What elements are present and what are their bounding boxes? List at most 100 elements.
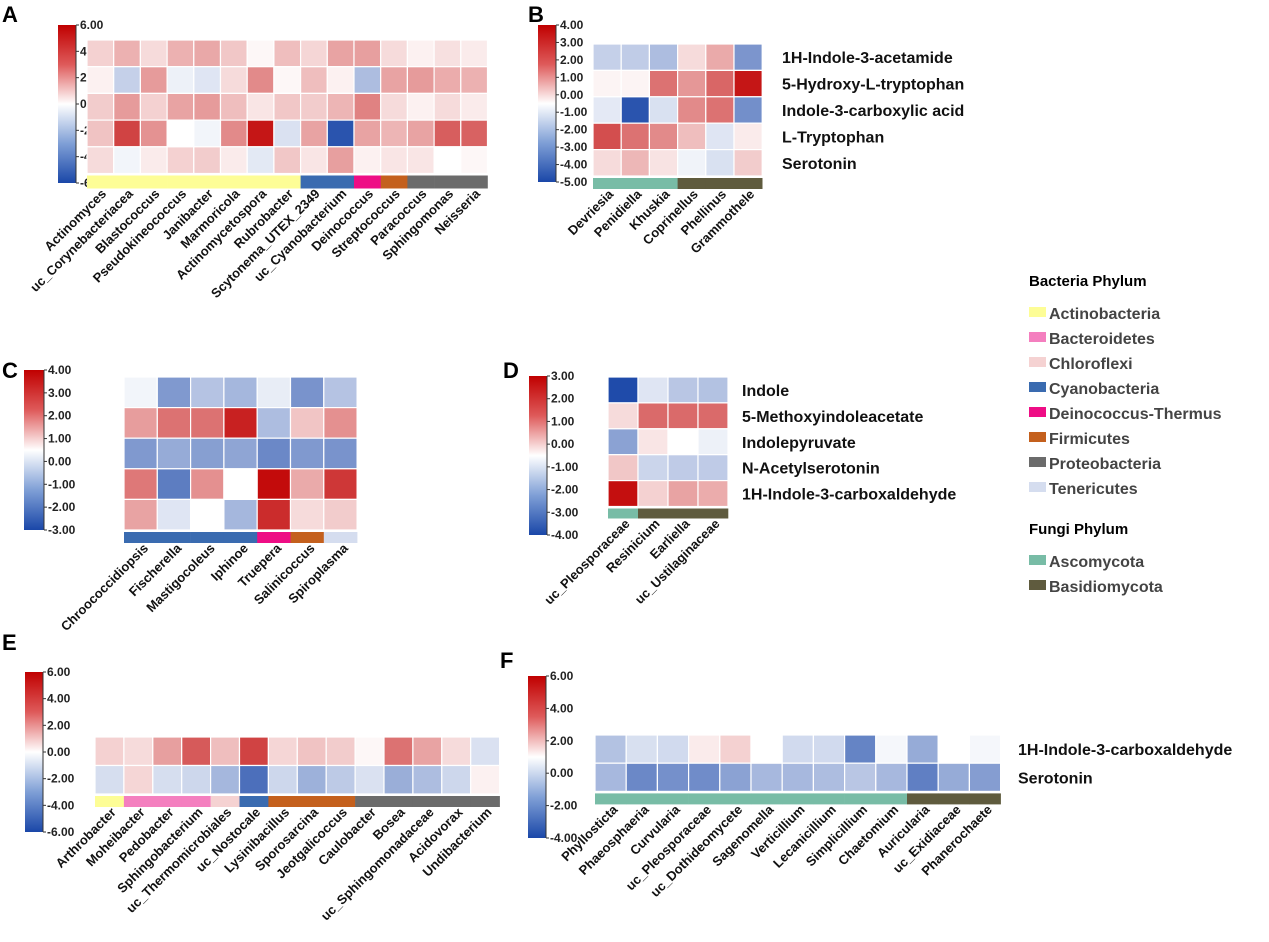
colorbar-tick-label: 6.00 xyxy=(550,669,574,683)
heatmap-cell xyxy=(592,122,622,151)
legend-label: Basidiomycota xyxy=(1049,579,1163,596)
legend-swatch xyxy=(1029,580,1046,590)
phylum-bar-segment xyxy=(181,796,211,807)
heatmap-cell xyxy=(637,402,669,430)
heatmap-cell xyxy=(166,39,195,68)
colorbar-tick-label: -6.00 xyxy=(47,825,75,839)
heatmap-cell xyxy=(123,376,158,409)
heatmap-cell xyxy=(246,66,275,94)
heatmap-cell xyxy=(181,764,212,795)
heatmap-cell xyxy=(123,764,154,795)
heatmap-cell xyxy=(123,736,154,767)
heatmap-cell xyxy=(733,69,763,98)
heatmap-cell xyxy=(190,376,225,409)
heatmap-cell xyxy=(412,764,443,795)
heatmap-cell xyxy=(733,149,763,177)
heatmap-cell xyxy=(156,407,192,439)
panel-label: E xyxy=(2,630,17,655)
heatmap-cell xyxy=(289,376,325,409)
heatmap-cell xyxy=(166,92,195,121)
heatmap-cell xyxy=(380,92,409,121)
heatmap-cell xyxy=(676,69,707,98)
phylum-bar-segment xyxy=(668,508,699,519)
heatmap-cell xyxy=(246,39,275,68)
colorbar-tick-label: -4.00 xyxy=(47,798,75,812)
heatmap-cell xyxy=(353,119,382,148)
phylum-bar-segment xyxy=(290,532,325,543)
heatmap-cell xyxy=(325,764,356,795)
heatmap-cell xyxy=(380,39,409,68)
heatmap-cell xyxy=(323,407,358,439)
heatmap-cell xyxy=(460,39,489,68)
heatmap-cell xyxy=(719,762,752,793)
heatmap-cell xyxy=(667,480,699,508)
heatmap-cell xyxy=(781,734,815,764)
heatmap-cell xyxy=(592,96,622,124)
heatmap-cell xyxy=(937,762,971,793)
phylum-bar-segment xyxy=(152,796,182,807)
phylum-bar-segment xyxy=(698,508,729,519)
phylum-bar-segment xyxy=(327,175,355,189)
heatmap-cell xyxy=(323,468,358,500)
heatmap-cell xyxy=(607,428,639,456)
colorbar-tick-label: -2.00 xyxy=(551,483,579,497)
heatmap-cell xyxy=(781,762,815,793)
colorbar-tick-label: 6.00 xyxy=(47,665,71,679)
phylum-bar-segment xyxy=(223,532,258,543)
colorbar-tick-label: -1.00 xyxy=(551,460,579,474)
heatmap-cell xyxy=(705,96,735,124)
heatmap-cell xyxy=(256,437,292,470)
phylum-legend: Bacteria Phylum Actinobacteria Bacteroidet… xyxy=(1029,273,1222,596)
heatmap-cell xyxy=(697,376,729,404)
heatmap-panel-e: E6.004.002.000.00-2.00-4.00-6.00Arthroba… xyxy=(2,630,501,923)
heatmap-cell xyxy=(676,43,707,71)
legend-swatch xyxy=(1029,482,1046,492)
heatmap-cell xyxy=(433,39,462,68)
heatmap-cell xyxy=(968,734,1002,764)
row-label: Indolepyruvate xyxy=(742,435,856,452)
heatmap-cell xyxy=(667,376,699,404)
heatmap-cell xyxy=(113,39,141,68)
heatmap-cell xyxy=(843,762,877,793)
row-label: 1H-Indole-3-carboxaldehyde xyxy=(742,487,956,504)
heatmap-cell xyxy=(620,43,651,71)
phylum-bar-segment xyxy=(412,796,443,807)
heatmap-cell xyxy=(323,376,358,409)
heatmap-cell xyxy=(697,402,729,430)
panel-label: D xyxy=(503,358,519,383)
heatmap-cell xyxy=(238,764,269,795)
heatmap-cell xyxy=(875,734,908,764)
colorbar-tick-label: -3.00 xyxy=(560,140,588,154)
heatmap-cell xyxy=(648,149,679,177)
heatmap-cell xyxy=(705,122,735,151)
legend-swatch xyxy=(1029,307,1046,317)
row-label: 1H-Indole-3-acetamide xyxy=(782,50,953,67)
heatmap-cell xyxy=(223,468,258,500)
phylum-bar-segment xyxy=(441,796,471,807)
heatmap-cell xyxy=(193,146,222,175)
legend-label: Tenericutes xyxy=(1049,481,1138,498)
heatmap-cell xyxy=(156,468,192,500)
phylum-bar-segment xyxy=(969,793,1001,805)
heatmap-cell xyxy=(637,376,669,404)
heatmap-cell xyxy=(156,437,192,470)
colorbar-tick-label: 1.00 xyxy=(48,432,72,446)
phylum-bar-segment xyxy=(751,793,783,805)
heatmap-cell xyxy=(470,736,501,767)
heatmap-cell xyxy=(326,92,355,121)
colorbar-tick-label: 4.00 xyxy=(48,363,72,377)
heatmap-cell xyxy=(267,736,298,767)
heatmap-cell xyxy=(123,468,158,500)
heatmap-cell xyxy=(906,734,939,764)
phylum-bar-segment xyxy=(257,532,291,543)
heatmap-cell xyxy=(656,762,690,793)
heatmap-cell xyxy=(113,66,141,94)
colorbar-tick-label: -1.00 xyxy=(560,105,588,119)
heatmap-cell xyxy=(223,498,258,531)
heatmap-cell xyxy=(139,92,168,121)
heatmap-cell xyxy=(687,762,721,793)
heatmap-cell xyxy=(289,498,325,531)
colorbar-tick-label: 3.00 xyxy=(48,386,72,400)
colorbar-tick-label: -4.00 xyxy=(550,831,578,845)
